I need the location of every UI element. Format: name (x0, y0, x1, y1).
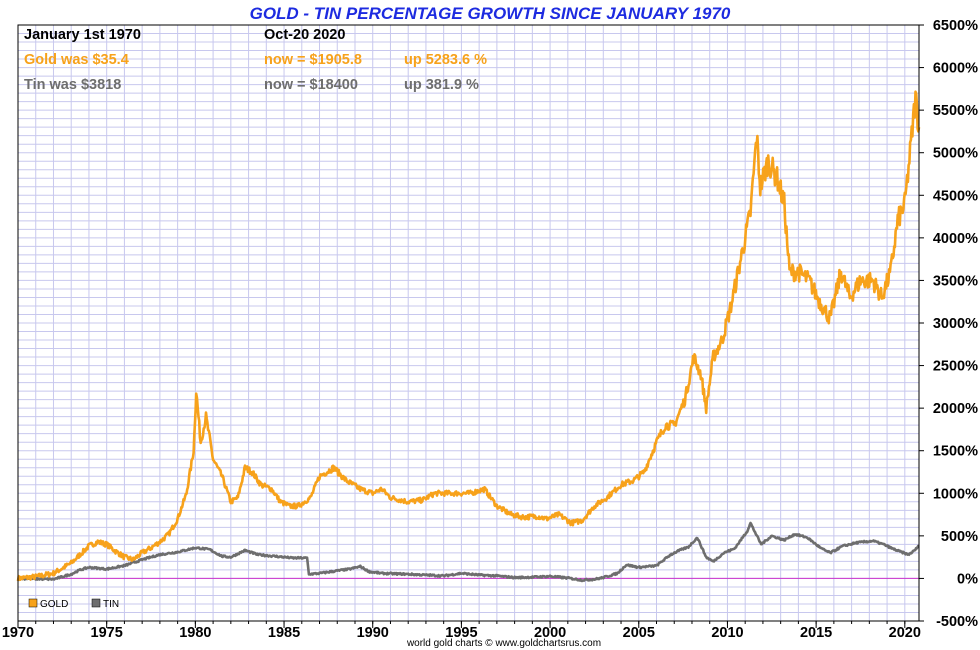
start-date-label: January 1st 1970 (24, 27, 141, 43)
gold-now-label: now = $1905.8 (264, 52, 362, 68)
legend-label-gold: GOLD (40, 599, 68, 610)
legend-swatch-tin (91, 598, 101, 608)
y-axis-ticks: 6500% 6000% 5500% 5000% 4500% 4000% 3500% 3000%… (919, 18, 978, 630)
x-tick-label: 1970 (2, 625, 34, 641)
x-tick-label: 1985 (268, 625, 300, 641)
y-tick-label: 500% (941, 529, 978, 545)
y-tick-label: 4500% (933, 188, 978, 204)
x-tick-label: 2010 (711, 625, 743, 641)
tin-was-label: Tin was $3818 (24, 77, 121, 93)
credit-text: world gold charts © www.goldchartsrus.co… (406, 638, 601, 649)
x-axis-ticks: 1970 1975 1980 1985 1990 1995 2000 2005 2010 2015… (2, 621, 921, 641)
legend-swatch-gold (28, 598, 38, 608)
y-tick-label: 6500% (933, 18, 978, 34)
legend: GOLD TIN (28, 598, 119, 610)
gold-was-label: Gold was $35.4 (24, 52, 129, 68)
y-tick-label: 5000% (933, 146, 978, 162)
x-tick-label: 1995 (445, 625, 477, 641)
y-tick-label: 1500% (933, 444, 978, 460)
y-tick-label: 4000% (933, 231, 978, 247)
series-line-tin (17, 521, 920, 583)
tin-up-label: up 381.9 % (404, 77, 479, 93)
x-tick-label: 2020 (889, 625, 921, 641)
y-tick-label: 6000% (933, 61, 978, 77)
x-tick-label: 2005 (623, 625, 655, 641)
x-minor-ticks (17, 621, 906, 624)
x-tick-label: 2015 (800, 625, 832, 641)
end-date-label: Oct-20 2020 (264, 27, 345, 43)
legend-label-tin: TIN (103, 599, 119, 610)
y-tick-label: -500% (936, 614, 978, 630)
x-tick-label: 2000 (534, 625, 566, 641)
gold-up-label: up 5283.6 % (404, 52, 487, 68)
y-tick-label: 2000% (933, 401, 978, 417)
horizontal-gridlines (18, 24, 919, 622)
tin-now-label: now = $18400 (264, 77, 358, 93)
y-tick-label: 2500% (933, 359, 978, 375)
x-tick-label: 1980 (179, 625, 211, 641)
x-tick-label: 1975 (91, 625, 123, 641)
y-tick-label: 5500% (933, 103, 978, 119)
y-tick-label: 3500% (933, 273, 978, 289)
chart-title: GOLD - TIN PERCENTAGE GROWTH SINCE JANUA… (250, 4, 731, 23)
y-tick-label: 3000% (933, 316, 978, 332)
x-tick-label: 1990 (357, 625, 389, 641)
y-tick-label: 0% (957, 571, 978, 587)
y-tick-label: 1000% (933, 486, 978, 502)
series-line-gold (16, 90, 921, 582)
